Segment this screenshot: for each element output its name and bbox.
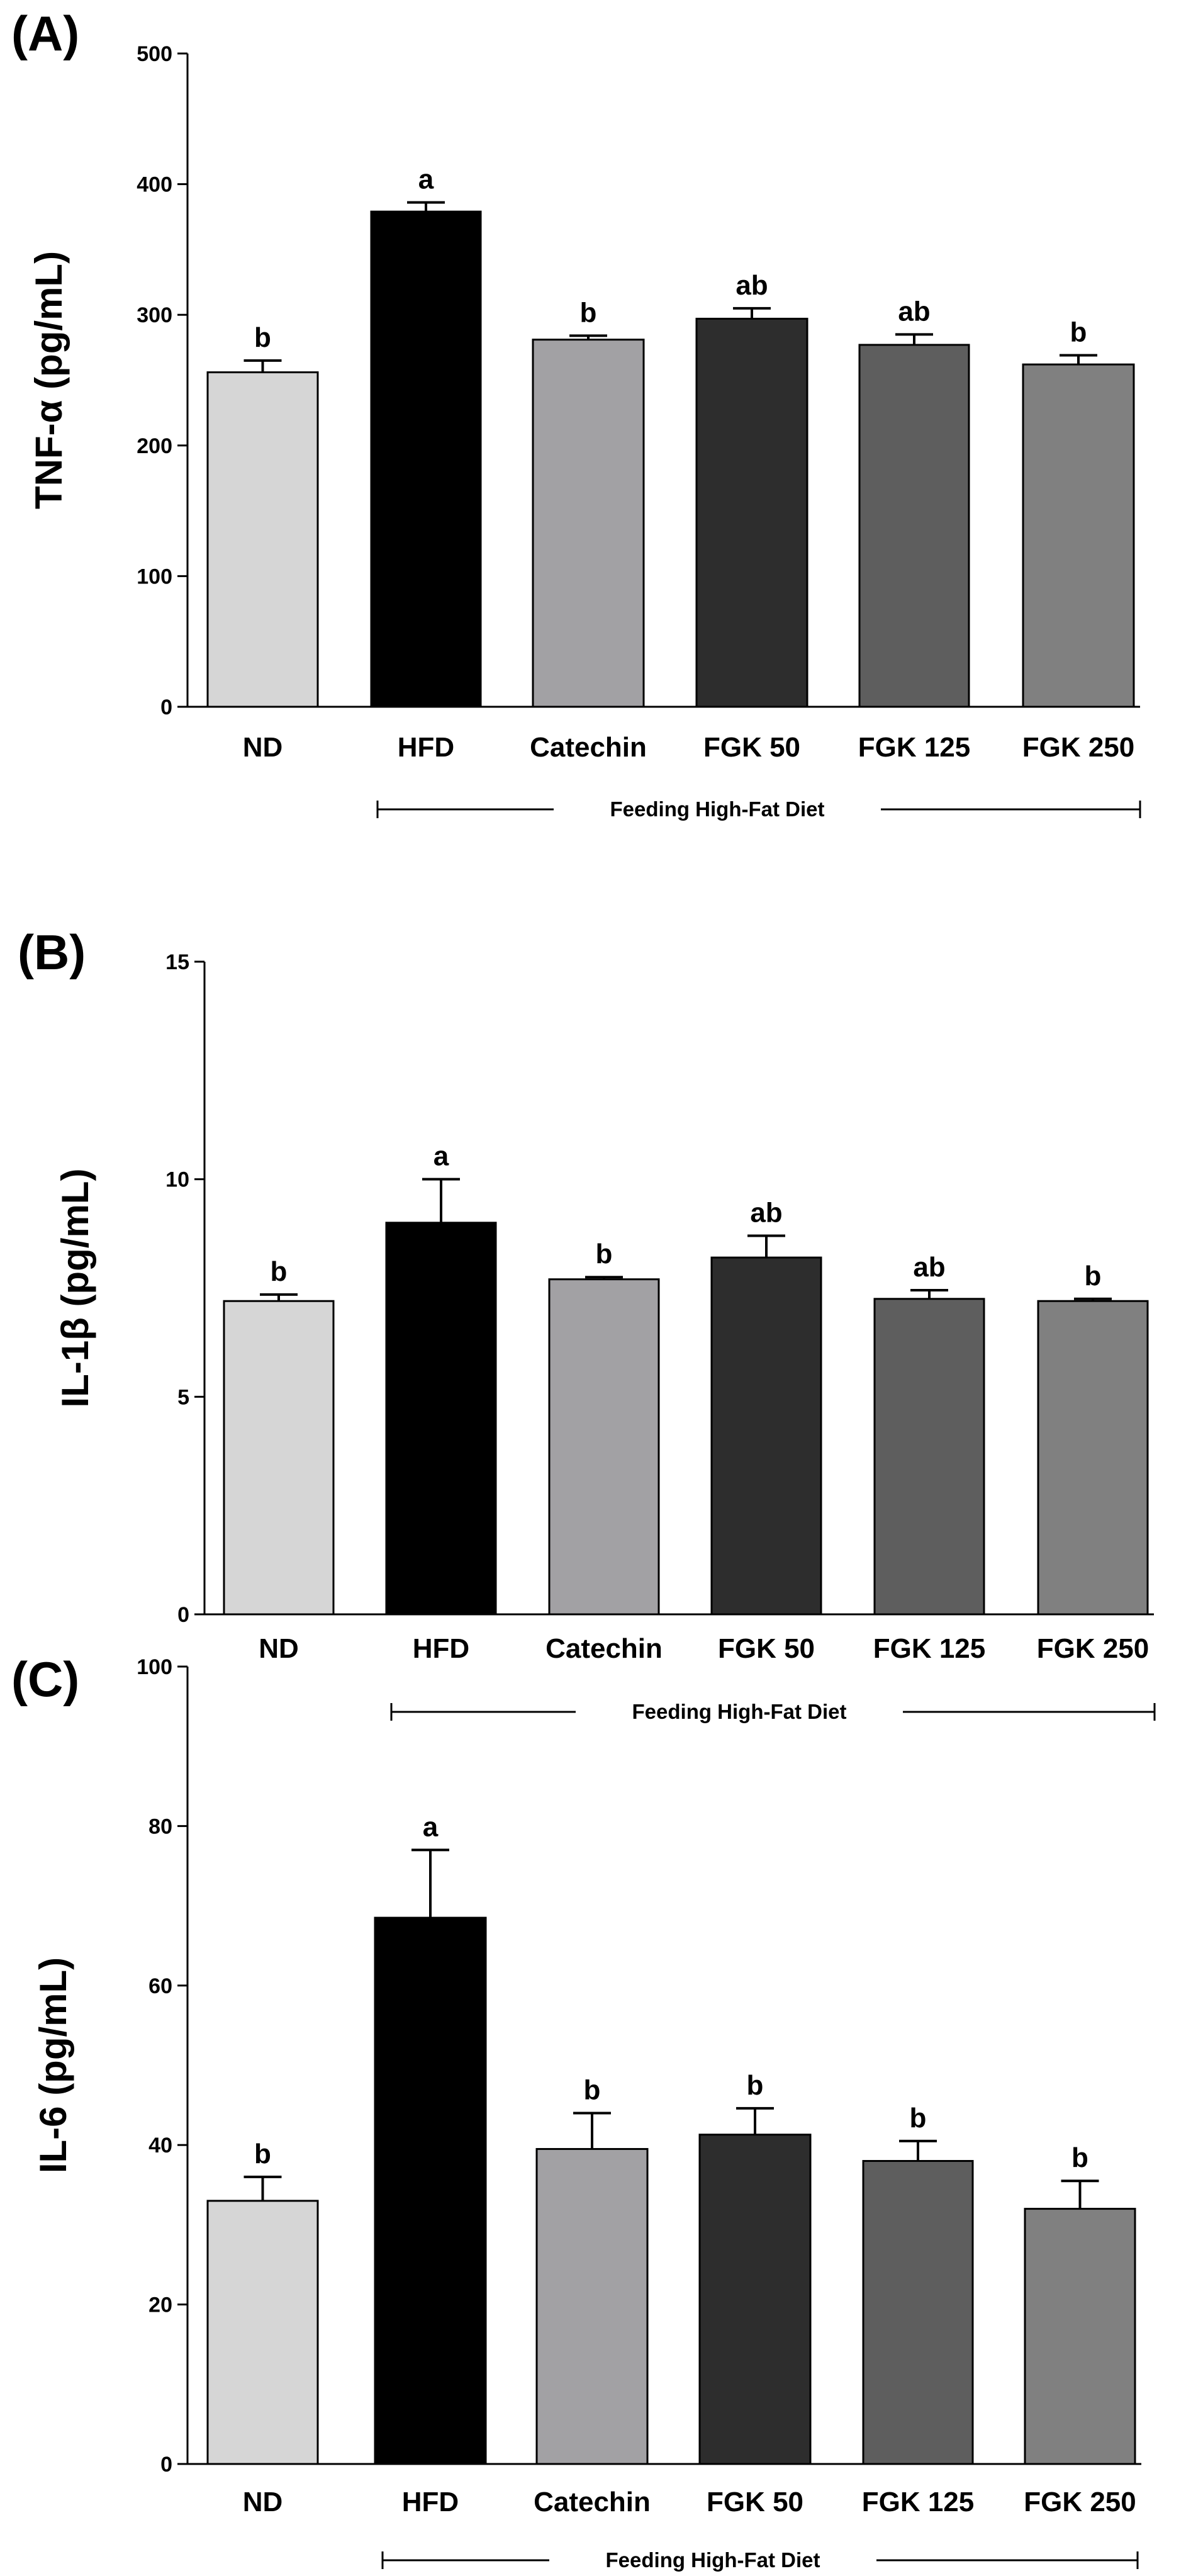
x-tick-label: FGK 125 <box>873 1633 986 1664</box>
y-tick-label: 10 <box>165 1168 189 1192</box>
x-tick-label: HFD <box>398 732 454 763</box>
significance-letter: b <box>254 2139 271 2169</box>
significance-letter: b <box>1070 317 1087 348</box>
bar-1 <box>206 371 319 708</box>
x-tick-label: FGK 250 <box>1024 2487 1136 2517</box>
bar-6 <box>1037 1300 1149 1616</box>
bar-2 <box>385 1222 497 1616</box>
panel-label: (A) <box>11 6 79 61</box>
y-axis-label: TNF-α (pg/mL) <box>28 251 70 509</box>
y-tick-label: 500 <box>137 42 172 66</box>
significance-letter: b <box>1071 2142 1088 2173</box>
bar-5 <box>873 1298 985 1616</box>
x-tick-label: Catechin <box>530 732 647 763</box>
group-label: Feeding High-Fat Diet <box>606 2548 820 2572</box>
x-tick-label: FGK 50 <box>703 732 800 763</box>
bar-5 <box>858 344 970 708</box>
y-tick-label: 300 <box>137 303 172 327</box>
y-tick-label: 0 <box>177 1603 189 1627</box>
bar-3 <box>535 2148 649 2465</box>
x-tick-label: FGK 250 <box>1022 732 1135 763</box>
y-tick-label: 0 <box>160 695 172 719</box>
x-tick-label: HFD <box>402 2487 459 2517</box>
significance-letter: ab <box>736 270 768 301</box>
x-tick-label: FGK 250 <box>1037 1633 1150 1664</box>
bar-4 <box>710 1256 822 1616</box>
significance-letter: b <box>254 322 271 353</box>
bar-2 <box>370 210 482 708</box>
x-tick-label: ND <box>259 1633 299 1664</box>
y-tick-label: 200 <box>137 434 172 458</box>
y-tick-label: 100 <box>137 1655 172 1679</box>
significance-letter: b <box>596 1239 613 1269</box>
y-tick-label: 5 <box>177 1385 189 1409</box>
significance-letter: b <box>584 2075 601 2106</box>
bar-2 <box>374 1916 487 2465</box>
x-tick-label: ND <box>243 732 283 763</box>
bar-6 <box>1022 363 1135 708</box>
significance-letter: ab <box>750 1198 782 1229</box>
y-tick-label: 100 <box>137 565 172 588</box>
bar-5 <box>862 2160 974 2465</box>
bar-3 <box>548 1278 660 1616</box>
significance-letter: ab <box>913 1252 945 1283</box>
y-tick-label: 20 <box>148 2293 172 2317</box>
y-axis-label: IL-1β (pg/mL) <box>54 1169 96 1408</box>
bar-6 <box>1024 2208 1136 2465</box>
bar-1 <box>206 2200 319 2465</box>
panel-label: (B) <box>18 925 86 980</box>
y-tick-label: 60 <box>148 1974 172 1998</box>
y-tick-label: 0 <box>160 2453 172 2477</box>
group-label: Feeding High-Fat Diet <box>632 1700 847 1723</box>
significance-letter: b <box>910 2103 927 2134</box>
bar-3 <box>532 339 645 708</box>
significance-letter: ab <box>898 296 930 327</box>
group-label-background <box>576 1698 903 1726</box>
x-tick-label: FGK 125 <box>862 2487 975 2517</box>
panel-label: (C) <box>11 1651 79 1707</box>
bar-4 <box>698 2134 812 2465</box>
y-axis-label: IL-6 (pg/mL) <box>32 1957 74 2173</box>
y-tick-label: 40 <box>148 2134 172 2157</box>
significance-letter: a <box>423 1811 439 1842</box>
group-label-background <box>549 2546 876 2574</box>
x-tick-label: FGK 125 <box>858 732 971 763</box>
x-tick-label: ND <box>243 2487 283 2517</box>
chart-panel-2: (B) 0 5 10 15 IL-1β (pg/mL) b ND a HFD b Catechin ab… <box>18 925 1156 1726</box>
group-label: Feeding High-Fat Diet <box>610 797 825 821</box>
y-tick-label: 400 <box>137 173 172 197</box>
significance-letter: b <box>271 1256 288 1287</box>
bar-4 <box>695 317 808 708</box>
bar-1 <box>223 1300 335 1616</box>
x-tick-label: FGK 50 <box>718 1633 815 1664</box>
y-tick-label: 15 <box>165 950 189 974</box>
chart-panel-1: (A) 0 100 200 300 400 500 TNF-α (pg/mL) b ND a HFD b… <box>11 6 1141 823</box>
y-tick-label: 80 <box>148 1814 172 1838</box>
significance-letter: b <box>580 297 597 328</box>
significance-letter: a <box>434 1141 449 1172</box>
group-label-background <box>554 796 881 823</box>
chart-panel-3: (C) 0 20 40 60 80 100 IL-6 (pg/mL) b ND a HFD b Catec… <box>11 1651 1141 2574</box>
significance-letter: b <box>747 2070 764 2101</box>
x-tick-label: Catechin <box>534 2487 651 2517</box>
x-tick-label: Catechin <box>545 1633 663 1664</box>
x-tick-label: FGK 50 <box>707 2487 803 2517</box>
significance-letter: a <box>418 164 434 195</box>
x-tick-label: HFD <box>413 1633 469 1664</box>
significance-letter: b <box>1085 1261 1102 1291</box>
